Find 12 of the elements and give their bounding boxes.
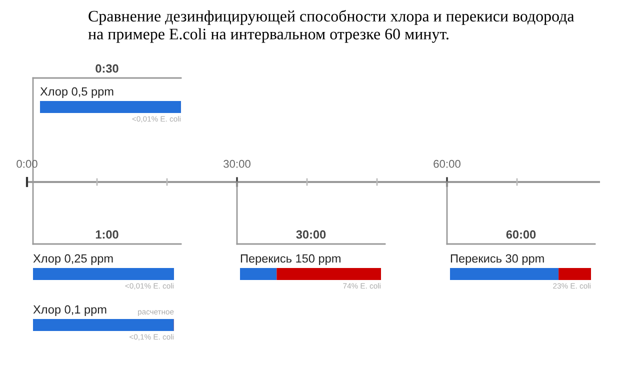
category-label: Перекись 150 ppm <box>240 254 340 265</box>
text: 30:00 <box>224 160 250 168</box>
text: 0:30 <box>96 64 118 73</box>
text: 1:00 <box>96 230 118 239</box>
text: Сравнение дезинфицирующей способности хлора и перекиси водорода на примере E.coli на интервальном отрезке 60 минут. <box>88 10 574 43</box>
text: 60:00 <box>434 160 460 168</box>
category-label: Хлор 0,5 ppm <box>40 87 114 98</box>
text: 60:00 <box>506 230 536 239</box>
category-label: Хлор 0,1 ppm <box>33 305 106 316</box>
category-label: Перекись 30 ppm <box>450 254 544 265</box>
category-label: Хлор 0,25 ppm <box>33 254 113 265</box>
text: 30:00 <box>296 230 326 239</box>
